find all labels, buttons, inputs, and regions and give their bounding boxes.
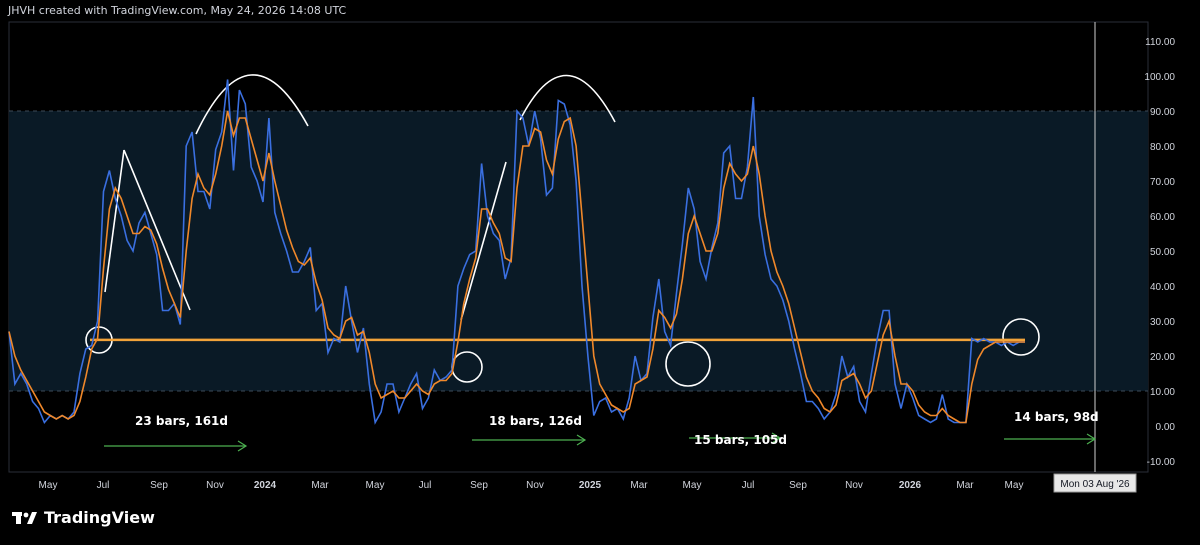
brand-name: TradingView: [44, 508, 155, 527]
y-tick-label: 100.00: [1144, 72, 1175, 83]
band-lines: [9, 110, 1148, 392]
highlight-circle-4: [1002, 318, 1040, 356]
footer-bar: [0, 499, 1200, 545]
y-tick-label: 60.00: [1150, 212, 1175, 223]
annotation-label-4: 14 bars, 98d: [1014, 410, 1099, 424]
x-axis: May Jul Sep Nov 2024 Mar May Jul Sep Nov 2025 Mar Ma…: [39, 480, 1024, 491]
y-tick-label: 110.00: [1145, 37, 1175, 48]
trend-line-up-2: [460, 161, 507, 321]
tradingview-logo-icon: [12, 511, 37, 524]
y-tick-label: 80.00: [1150, 142, 1175, 153]
x-tick-label: May: [683, 480, 702, 491]
y-tick-label: 20.00: [1150, 352, 1175, 363]
y-axis: 110.00 100.00 90.00 80.00 70.00 60.00 50.00 40.…: [1144, 37, 1175, 468]
x-tick-label: Jul: [419, 480, 432, 491]
x-tick-label: Jul: [742, 480, 755, 491]
trend-line-down-1: [123, 149, 191, 311]
x-tick-label: May: [366, 480, 385, 491]
annotation-label-1: 23 bars, 161d: [135, 414, 228, 428]
y-tick-label: 90.00: [1150, 107, 1175, 118]
y-tick-label: -10.00: [1147, 457, 1176, 468]
x-tick-label: 2025: [579, 480, 602, 491]
y-tick-label: 0.00: [1156, 422, 1176, 433]
highlight-circle-3: [665, 341, 711, 387]
annotation-label-2: 18 bars, 126d: [489, 414, 582, 428]
x-tick-label: May: [1005, 480, 1024, 491]
crosshair-time-label: Mon 03 Aug '26: [1053, 473, 1137, 493]
annotation-label-3: 15 bars, 105d: [694, 433, 787, 447]
x-tick-label: 2026: [899, 480, 922, 491]
x-tick-label: Mar: [630, 480, 648, 491]
x-tick-label: Nov: [845, 480, 863, 491]
arc-top-1: [195, 74, 309, 135]
arc-top-2: [519, 74, 616, 123]
trend-line-up-1: [104, 149, 125, 293]
x-tick-label: May: [39, 480, 58, 491]
brand-logo[interactable]: TradingView: [12, 508, 155, 527]
y-tick-label: 30.00: [1150, 317, 1175, 328]
crosshair-time-text: Mon 03 Aug '26: [1060, 479, 1130, 490]
y-tick-label: 50.00: [1150, 247, 1175, 258]
x-tick-label: Mar: [956, 480, 974, 491]
x-tick-label: Jul: [97, 480, 110, 491]
x-tick-label: Sep: [789, 480, 807, 491]
x-tick-label: Sep: [470, 480, 488, 491]
annotation-labels: 23 bars, 161d 18 bars, 126d 15 bars, 105…: [135, 410, 1099, 447]
x-tick-label: 2024: [254, 480, 277, 491]
x-tick-label: Nov: [206, 480, 224, 491]
x-tick-label: Sep: [150, 480, 168, 491]
y-tick-label: 70.00: [1150, 177, 1175, 188]
range-arrows: [104, 432, 1097, 452]
band-zone: [9, 111, 1148, 391]
y-tick-label: 40.00: [1150, 282, 1175, 293]
x-tick-label: Mar: [311, 480, 329, 491]
x-tick-label: Nov: [526, 480, 544, 491]
range-arrow-4: [1004, 433, 1097, 445]
y-tick-label: 10.00: [1150, 387, 1175, 398]
range-arrow-1: [104, 440, 248, 452]
range-arrow-3: [689, 432, 782, 444]
chart-attribution: JHVH created with TradingView.com, May 2…: [8, 4, 347, 17]
range-arrow-2: [472, 434, 587, 446]
series-line-orange: [8, 110, 1025, 424]
